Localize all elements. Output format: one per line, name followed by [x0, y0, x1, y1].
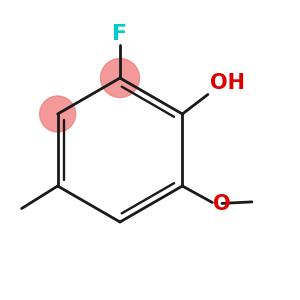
Circle shape	[40, 96, 76, 132]
Circle shape	[100, 58, 140, 98]
Text: O: O	[213, 194, 231, 214]
Text: OH: OH	[210, 73, 245, 93]
Text: F: F	[112, 23, 128, 44]
